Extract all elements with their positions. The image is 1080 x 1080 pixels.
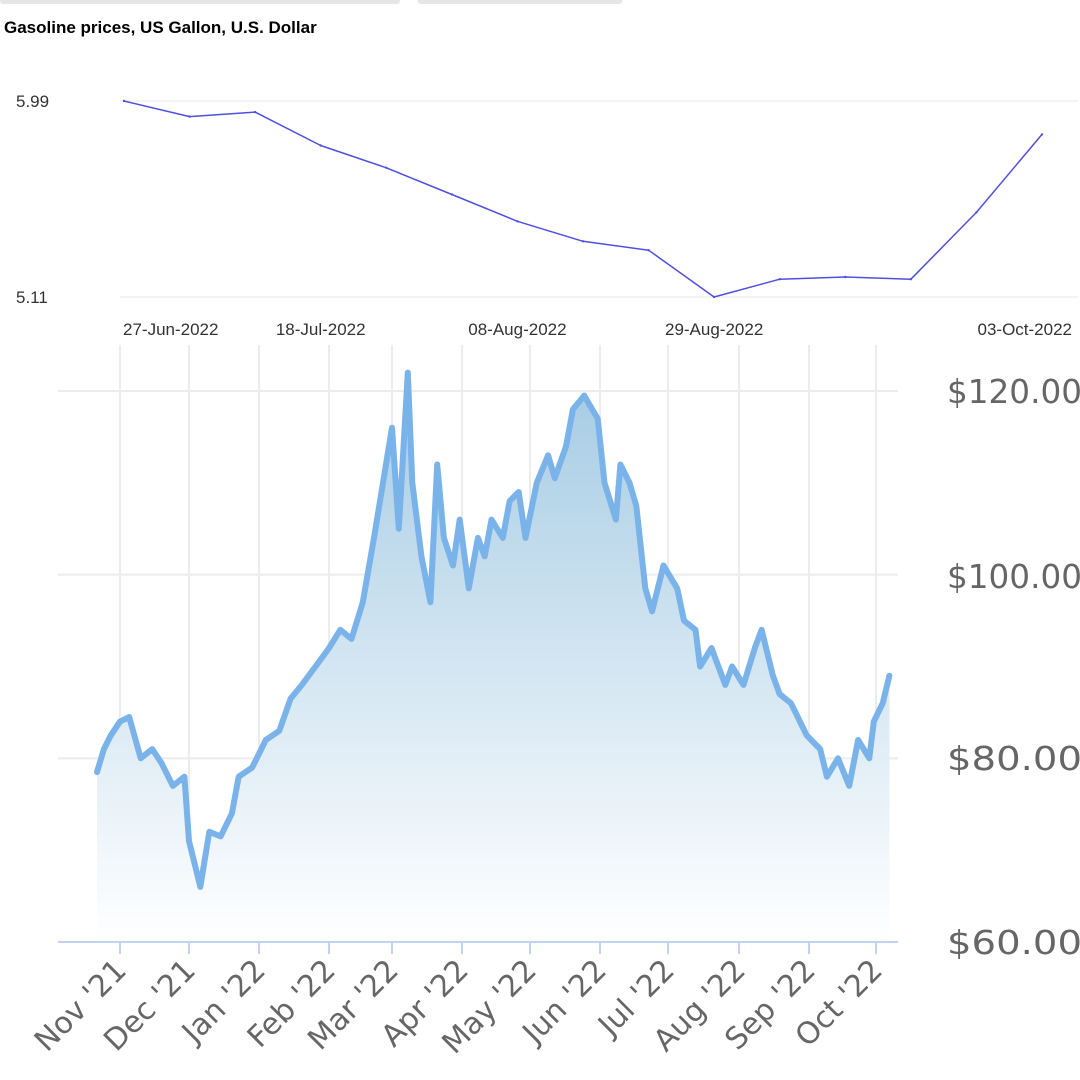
data-point [647,249,650,252]
y-tick-label: $60.00 [947,923,1080,962]
data-point [581,240,585,243]
data-point [253,110,257,114]
x-tick-label: 08-Aug-2022 [468,320,566,339]
data-point [975,211,978,214]
x-tick-label: 29-Aug-2022 [665,320,763,339]
data-point [778,278,781,281]
data-point [712,295,716,299]
x-tick-label: 03-Oct-2022 [978,320,1073,339]
tab-strip-left [0,0,400,4]
data-point [844,275,847,279]
tab-strip-right [418,0,622,4]
y-tick-label: $120.00 [947,372,1080,411]
data-point [319,144,322,147]
data-point [188,115,191,118]
x-tick-label: 27-Jun-2022 [123,320,218,339]
x-tick-label: 18-Jul-2022 [276,320,366,339]
data-point [516,220,519,223]
series-line [123,100,1043,298]
y-tick-label: $100.00 [947,557,1080,596]
price-line [94,369,893,890]
data-point [450,193,454,196]
data-point [122,99,126,103]
data-point [1040,133,1044,136]
area-fill [97,372,890,943]
chart-title: Gasoline prices, US Gallon, U.S. Dollar [4,18,317,37]
y-tick-label: 5.11 [16,288,48,307]
data-point [385,166,388,169]
y-tick-label: $80.00 [947,739,1080,778]
data-point [909,278,913,281]
y-tick-label: 5.99 [16,92,49,111]
gasoline-chart: 5.99 5.11 27-Jun-2022 18-Jul-2022 08-Aug-202… [16,92,1078,339]
